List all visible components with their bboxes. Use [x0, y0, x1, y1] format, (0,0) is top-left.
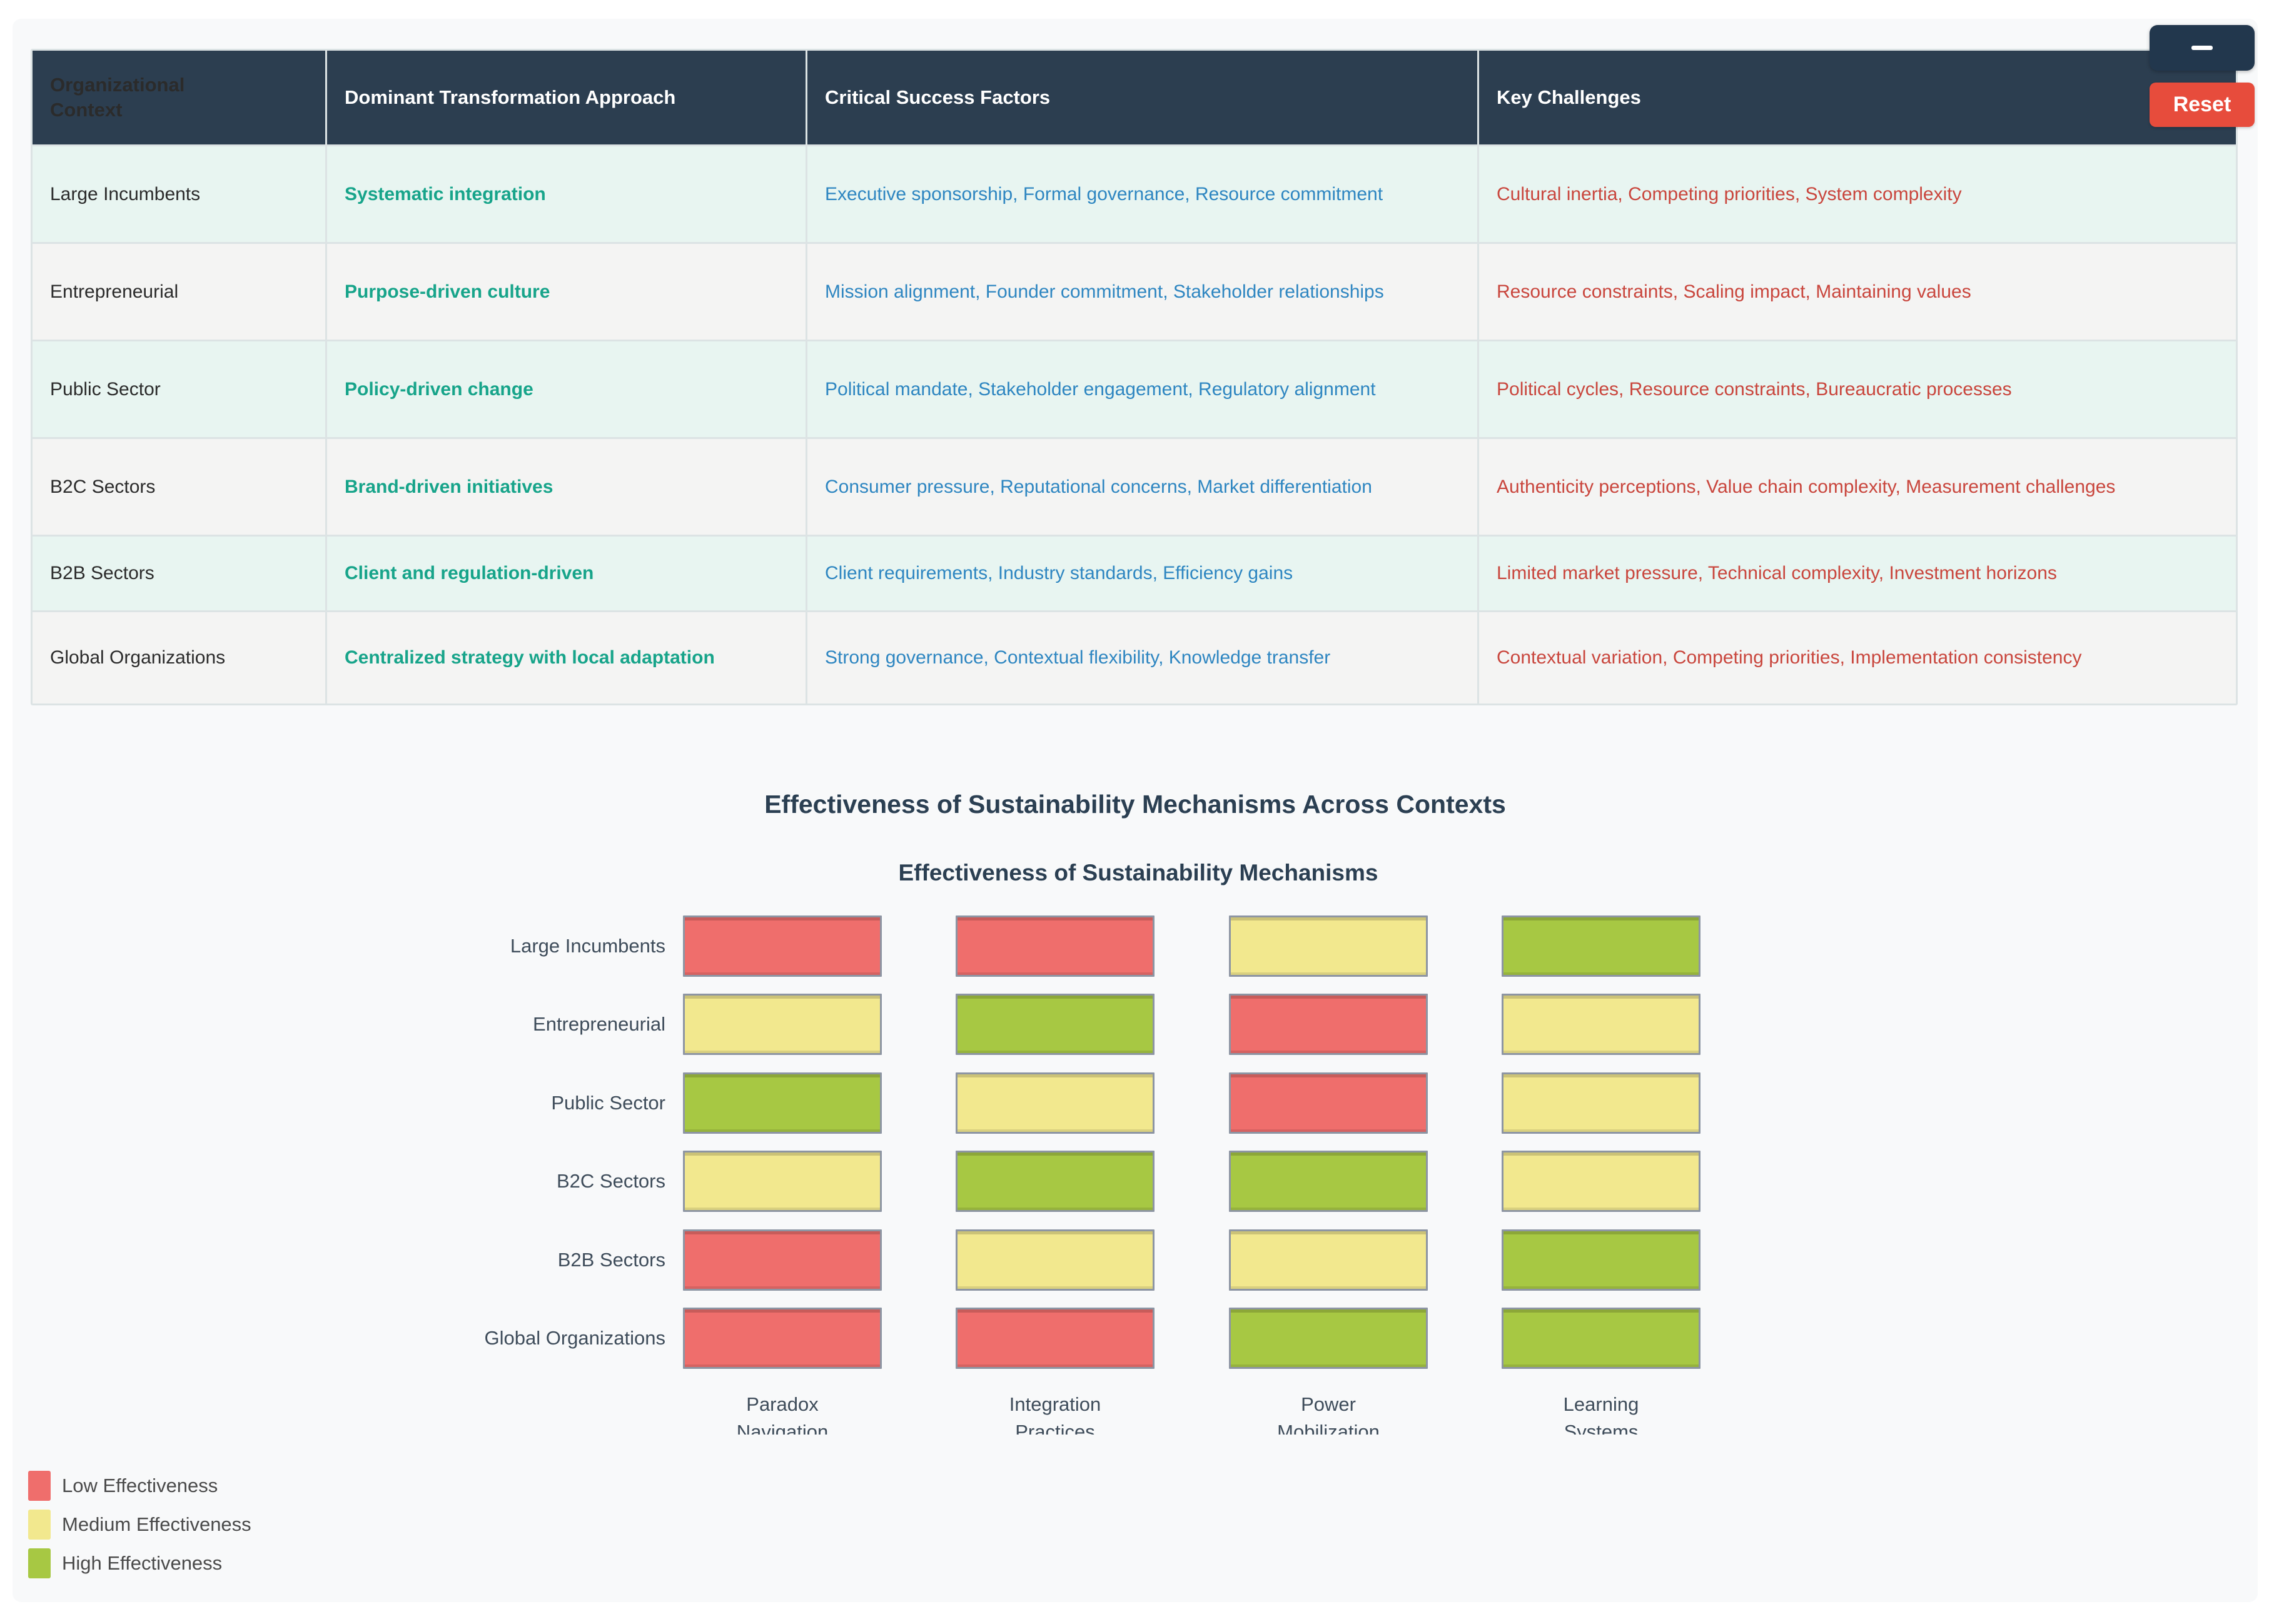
- heatmap-cell: [683, 994, 882, 1055]
- cell-factors: Strong governance, Contextual flexibilit…: [807, 612, 1477, 704]
- heatmap-cell: [683, 915, 882, 977]
- cell-context: B2B Sectors: [33, 537, 325, 610]
- y-axis-label: Global Organizations: [484, 1327, 666, 1349]
- y-axis-label: Public Sector: [551, 1092, 665, 1114]
- section-title: Effectiveness of Sustainability Mechanis…: [764, 790, 1506, 819]
- heatmap-cell: [956, 994, 1155, 1055]
- x-axis-label: Learning Systems: [1563, 1393, 1639, 1435]
- cell-approach: Brand-driven initiatives: [327, 439, 806, 535]
- legend-item-high: High Effectiveness: [28, 1548, 251, 1578]
- cell-approach: Policy-driven change: [327, 341, 806, 437]
- y-axis-label: Large Incumbents: [510, 935, 665, 957]
- cell-factors: Political mandate, Stakeholder engagemen…: [807, 341, 1477, 437]
- heatmap-cell: [956, 1308, 1155, 1369]
- cell-challenges: Authenticity perceptions, Value chain co…: [1479, 439, 2236, 535]
- x-axis-label: Integration Practices: [1009, 1393, 1101, 1435]
- y-axis-label: Entrepreneurial: [533, 1013, 665, 1035]
- heatmap-cell: [1229, 994, 1428, 1055]
- heatmap-cell: [683, 1072, 882, 1134]
- heatmap-cell: [1502, 1308, 1700, 1369]
- cell-factors: Consumer pressure, Reputational concerns…: [807, 439, 1477, 535]
- legend-label: High Effectiveness: [62, 1552, 223, 1574]
- cell-challenges: Cultural inertia, Competing priorities, …: [1479, 146, 2236, 242]
- cell-factors: Client requirements, Industry standards,…: [807, 537, 1477, 610]
- heatmap-cell: [1229, 1151, 1428, 1212]
- heatmap-cell: [683, 1151, 882, 1212]
- chart-legend: Low Effectiveness Medium Effectiveness H…: [28, 1471, 251, 1587]
- heatmap-cell: [1502, 1072, 1700, 1134]
- heatmap-cell: [683, 1308, 882, 1369]
- header-organizational-context: Organizational Context: [33, 51, 325, 144]
- heatmap-cell: [1229, 1072, 1428, 1134]
- legend-label: Low Effectiveness: [62, 1475, 218, 1496]
- legend-label: Medium Effectiveness: [62, 1513, 251, 1535]
- cell-challenges: Resource constraints, Scaling impact, Ma…: [1479, 244, 2236, 340]
- heatmap-cell: [1502, 1151, 1700, 1212]
- cell-context: Public Sector: [33, 341, 325, 437]
- minus-icon: [2191, 46, 2213, 50]
- reset-button[interactable]: Reset: [2150, 83, 2255, 127]
- heatmap-cell: [956, 1229, 1155, 1291]
- cell-challenges: Political cycles, Resource constraints, …: [1479, 341, 2236, 437]
- header-dominant-approach: Dominant Transformation Approach: [327, 51, 806, 144]
- heatmap-cell: [956, 1151, 1155, 1212]
- cell-challenges: Limited market pressure, Technical compl…: [1479, 537, 2236, 610]
- heatmap-cell: [1229, 1308, 1428, 1369]
- medium-effectiveness-swatch-icon: [28, 1510, 51, 1540]
- cell-context: Global Organizations: [33, 612, 325, 704]
- x-axis-label: Power Mobilization: [1277, 1393, 1380, 1435]
- heatmap-cell: [1502, 994, 1700, 1055]
- cell-factors: Mission alignment, Founder commitment, S…: [807, 244, 1477, 340]
- high-effectiveness-swatch-icon: [28, 1548, 51, 1578]
- cell-context: Entrepreneurial: [33, 244, 325, 340]
- header-key-challenges: Key Challenges: [1479, 51, 2236, 144]
- heatmap-cell: [1229, 1229, 1428, 1291]
- y-axis-label: B2B Sectors: [557, 1249, 665, 1271]
- heatmap-cell: [956, 915, 1155, 977]
- collapse-button[interactable]: [2150, 25, 2255, 71]
- chart-title: Effectiveness of Sustainability Mechanis…: [898, 860, 1378, 885]
- heatmap-cell: [1229, 915, 1428, 977]
- context-table: Organizational Context Dominant Transfor…: [31, 49, 2238, 705]
- heatmap-cell: [956, 1072, 1155, 1134]
- cell-context: B2C Sectors: [33, 439, 325, 535]
- cell-approach: Systematic integration: [327, 146, 806, 242]
- cell-approach: Purpose-driven culture: [327, 244, 806, 340]
- cell-approach: Centralized strategy with local adaptati…: [327, 612, 806, 704]
- cell-approach: Client and regulation-driven: [327, 537, 806, 610]
- legend-item-low: Low Effectiveness: [28, 1471, 251, 1501]
- x-axis-label: Paradox Navigation: [736, 1393, 829, 1435]
- heatmap-cell: [1502, 1229, 1700, 1291]
- legend-item-medium: Medium Effectiveness: [28, 1510, 251, 1540]
- y-axis-label: B2C Sectors: [556, 1170, 665, 1192]
- cell-challenges: Contextual variation, Competing prioriti…: [1479, 612, 2236, 704]
- header-success-factors: Critical Success Factors: [807, 51, 1477, 144]
- heatmap-cell: [683, 1229, 882, 1291]
- low-effectiveness-swatch-icon: [28, 1471, 51, 1501]
- cell-context: Large Incumbents: [33, 146, 325, 242]
- cell-factors: Executive sponsorship, Formal governance…: [807, 146, 1477, 242]
- heatmap-cell: [1502, 915, 1700, 977]
